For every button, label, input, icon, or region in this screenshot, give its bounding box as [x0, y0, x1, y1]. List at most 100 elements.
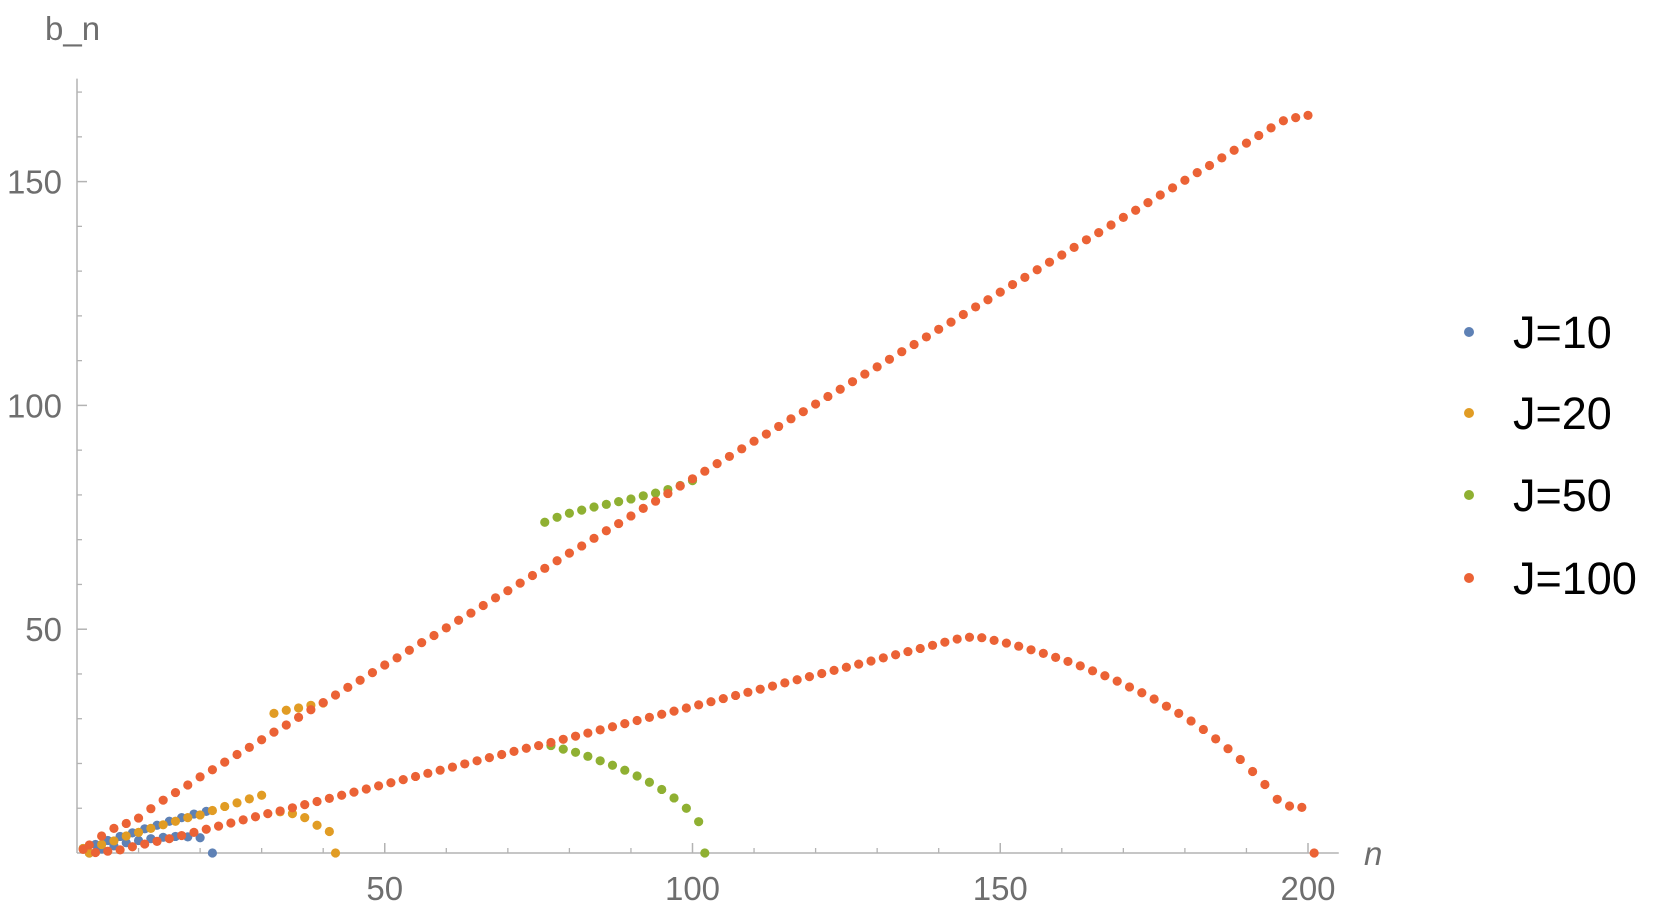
data-point — [466, 608, 476, 618]
data-point — [829, 665, 839, 675]
data-point — [429, 630, 439, 641]
data-point — [552, 556, 562, 566]
legend-label: J=50 — [1513, 470, 1612, 521]
data-point — [638, 503, 648, 513]
data-point — [681, 703, 691, 713]
data-point — [373, 781, 384, 791]
data-point — [269, 727, 279, 737]
data-point — [866, 656, 876, 666]
data-point — [337, 790, 347, 800]
data-point — [1124, 682, 1135, 692]
data-point — [971, 302, 981, 312]
ticks: 50 100 150 200 50 100 150 — [7, 91, 1336, 907]
data-point — [983, 295, 993, 305]
data-point — [183, 813, 193, 823]
data-point — [1180, 175, 1190, 185]
data-point — [1155, 190, 1165, 200]
data-point — [232, 798, 242, 808]
data-point — [484, 753, 494, 763]
data-point — [109, 823, 119, 833]
data-point — [804, 672, 815, 682]
data-point — [330, 690, 341, 700]
data-point — [564, 548, 575, 558]
x-tick-label: 150 — [973, 870, 1028, 907]
data-point — [712, 458, 722, 469]
data-point — [1291, 112, 1301, 123]
data-point — [343, 682, 353, 692]
data-point — [460, 759, 470, 769]
y-tick-label: 100 — [7, 387, 62, 424]
data-point — [921, 332, 931, 342]
data-point — [620, 719, 630, 729]
data-point — [1241, 138, 1252, 148]
data-point — [632, 771, 642, 781]
data-point — [792, 675, 802, 685]
data-point — [607, 760, 618, 770]
data-point — [589, 533, 599, 543]
data-point — [1309, 848, 1319, 858]
data-point — [349, 787, 359, 797]
data-point — [306, 705, 316, 715]
data-point — [570, 747, 581, 757]
data-point — [441, 623, 451, 633]
data-point — [497, 749, 507, 760]
data-point — [601, 499, 611, 509]
data-point — [927, 640, 938, 650]
data-point — [515, 578, 525, 588]
data-point — [207, 848, 218, 858]
data-point — [195, 810, 205, 820]
data-point — [1020, 272, 1030, 282]
data-point — [583, 751, 593, 761]
data-point — [1272, 794, 1282, 804]
data-point — [1007, 279, 1018, 290]
data-point — [1026, 645, 1036, 655]
data-point — [146, 804, 156, 814]
data-point — [183, 780, 193, 790]
data-point — [503, 586, 513, 596]
data-point — [891, 650, 901, 660]
data-point — [97, 839, 107, 850]
x-tick-label: 50 — [366, 870, 403, 907]
data-point — [170, 816, 181, 826]
data-point — [195, 772, 205, 782]
data-point — [1186, 716, 1196, 726]
data-point — [1087, 666, 1098, 676]
data-point — [423, 768, 433, 778]
data-point — [392, 653, 402, 663]
data-point — [1161, 701, 1172, 711]
data-point — [1063, 656, 1073, 667]
data-point — [1254, 130, 1264, 141]
data-point — [644, 777, 655, 787]
legend-marker — [1464, 490, 1474, 500]
legend-label: J=100 — [1513, 553, 1637, 604]
y-tick-label: 150 — [7, 164, 62, 201]
legend-label: J=10 — [1513, 307, 1612, 358]
data-point — [977, 633, 987, 643]
y-tick-label: 50 — [25, 611, 62, 648]
data-point — [626, 511, 636, 521]
data-point — [244, 742, 254, 752]
data-point — [946, 317, 956, 327]
data-point — [1081, 235, 1092, 245]
legend-marker — [1464, 573, 1474, 583]
data-point — [263, 809, 273, 819]
data-point — [607, 722, 618, 732]
data-point — [152, 836, 162, 846]
data-point — [817, 668, 827, 679]
data-point — [158, 795, 168, 805]
data-point — [540, 563, 550, 573]
data-point — [170, 787, 181, 798]
legend-marker — [1464, 327, 1474, 337]
data-point — [367, 668, 378, 678]
data-point — [669, 793, 679, 803]
data-point — [774, 421, 784, 432]
data-point — [146, 823, 156, 833]
data-point — [626, 494, 636, 504]
data-point — [872, 362, 882, 372]
data-point — [220, 801, 230, 812]
data-point — [1167, 183, 1178, 193]
data-point — [534, 740, 544, 751]
data-point — [657, 784, 667, 795]
data-point — [281, 705, 291, 715]
